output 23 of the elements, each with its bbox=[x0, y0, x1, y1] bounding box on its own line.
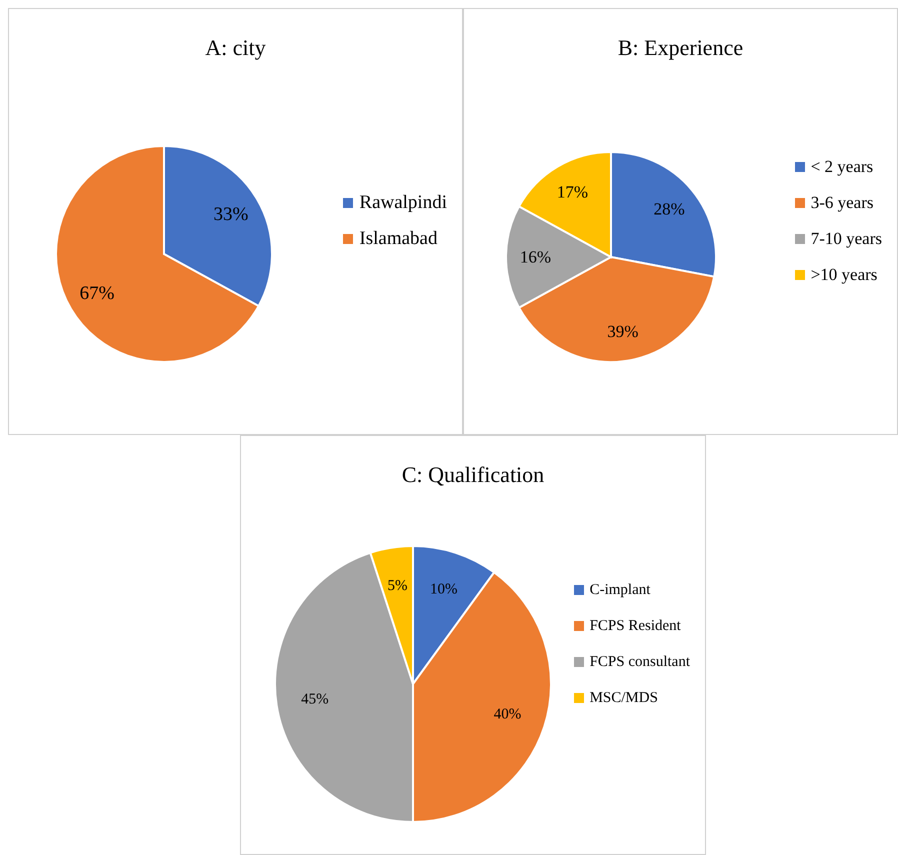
legend-label: FCPS Resident bbox=[590, 618, 681, 634]
legend-label: Islamabad bbox=[359, 228, 438, 250]
legend-label: 3-6 years bbox=[810, 192, 874, 212]
data-label: 16% bbox=[520, 248, 551, 266]
legend-label: Rawalpindi bbox=[359, 192, 447, 214]
legend-label: < 2 years bbox=[810, 156, 874, 176]
data-label: 10% bbox=[430, 582, 458, 598]
data-label: 40% bbox=[494, 706, 522, 723]
legend-label: >10 years bbox=[810, 264, 878, 284]
data-label: 33% bbox=[214, 204, 249, 225]
data-label: 39% bbox=[607, 322, 638, 342]
data-label: 5% bbox=[387, 578, 408, 594]
data-label: 67% bbox=[80, 283, 115, 304]
legend-label: C-implant bbox=[590, 582, 650, 598]
legend-label: FCPS consultant bbox=[590, 654, 690, 670]
data-label: 17% bbox=[556, 182, 588, 202]
chart-title: B: Experience bbox=[616, 35, 744, 61]
data-label: 45% bbox=[301, 692, 329, 708]
legend-label: MSC/MDS bbox=[590, 690, 658, 706]
legend-label: 7-10 years bbox=[810, 228, 882, 248]
data-label: 28% bbox=[654, 199, 685, 218]
chart-title: A: city bbox=[204, 35, 267, 61]
chart-title: C: Qualification bbox=[400, 462, 546, 488]
